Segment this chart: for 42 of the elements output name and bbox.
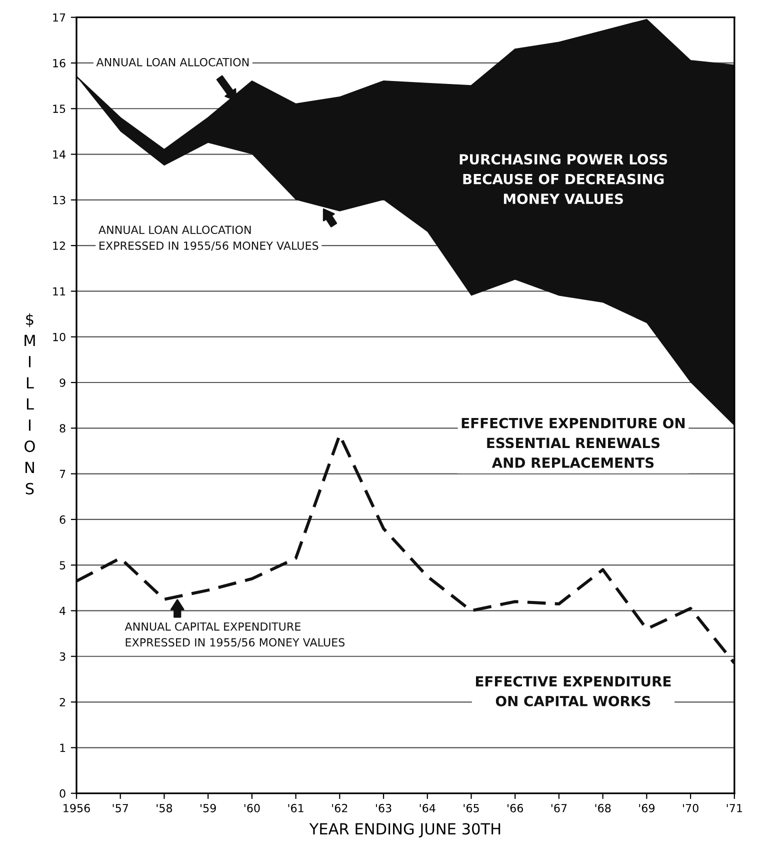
y-tick-label: 9	[60, 378, 66, 387]
y-tick-label: 13	[53, 196, 66, 204]
y-tick-label: 6	[60, 515, 66, 524]
x-tick-label: '69	[639, 804, 654, 812]
annotation: EFFECTIVE EXPENDITURE ON CAPITAL WORKS	[476, 676, 671, 706]
y-tick-label: 10	[53, 332, 66, 342]
y-tick-label: 4	[60, 606, 66, 615]
x-tick-label: '68	[595, 804, 611, 812]
x-tick-label: '59	[200, 804, 216, 812]
annotation: ANNUAL CAPITAL EXPENDITURE EXPRESSED IN 1955/56 MONEY VALUES	[124, 622, 345, 648]
x-tick-label: '67	[551, 804, 567, 812]
y-tick-label: 7	[60, 470, 66, 478]
annotation: ANNUAL LOAN ALLOCATION EXPRESSED IN 1955/56 MONEY VALUES	[98, 226, 318, 251]
x-tick-label: '57	[112, 804, 128, 812]
y-tick-label: 16	[53, 58, 66, 68]
x-tick-label: '64	[420, 804, 436, 812]
x-tick-label: '65	[464, 804, 479, 812]
x-tick-label: '61	[288, 804, 304, 812]
x-tick-label: 1956	[64, 804, 90, 812]
y-tick-label: 5	[60, 561, 66, 570]
y-tick-label: 8	[60, 424, 66, 433]
x-tick-label: '62	[332, 804, 348, 812]
x-tick-label: '63	[376, 804, 392, 812]
annotation: PURCHASING POWER LOSS BECAUSE OF DECREASING MONEY VALUES	[460, 154, 668, 204]
y-tick-label: 12	[53, 242, 65, 250]
y-tick-label: 14	[53, 150, 66, 158]
x-tick-label: '66	[508, 804, 523, 812]
x-tick-label: '60	[244, 804, 260, 812]
y-tick-label: 3	[60, 652, 66, 661]
text: $MILLIONS	[24, 313, 35, 494]
annotation: ANNUAL LOAN ALLOCATION	[96, 58, 249, 66]
x-tick-label: '58	[156, 804, 172, 812]
x-axis-title: YEAR ENDING JUNE 30TH	[309, 823, 500, 838]
y-tick-label: 17	[53, 13, 66, 22]
annotation: EFFECTIVE EXPENDITURE ON ESSENTIAL RENEWALS AND REPLACEMENTS	[462, 418, 685, 468]
x-tick-label: '71	[726, 804, 742, 812]
y-tick-label: 11	[53, 287, 66, 296]
y-tick-label: 15	[53, 104, 66, 114]
x-tick-label: '70	[683, 804, 698, 812]
y-tick-label: 0	[60, 789, 66, 798]
y-tick-label: 2	[60, 698, 65, 706]
y-tick-label: 1	[60, 744, 66, 752]
